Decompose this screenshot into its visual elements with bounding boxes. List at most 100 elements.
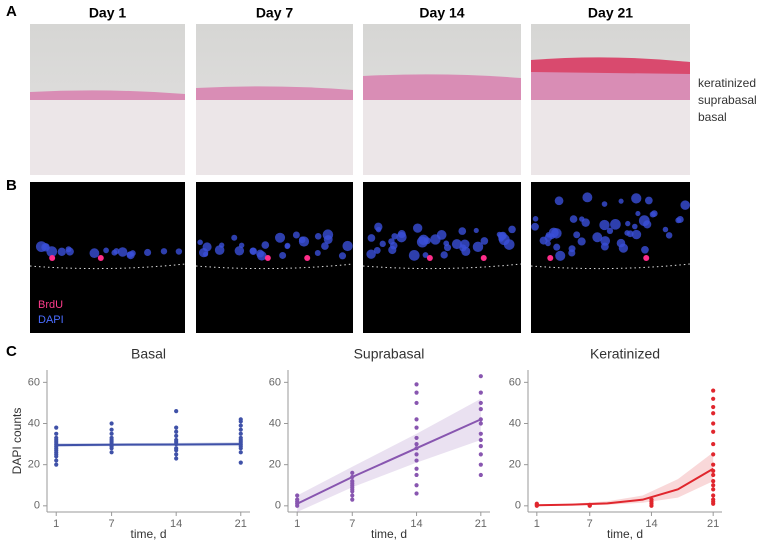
- nucleus: [314, 232, 322, 240]
- x-tick-label: 14: [410, 518, 422, 530]
- nucleus: [579, 216, 585, 222]
- nucleus: [292, 231, 300, 239]
- nucleus: [600, 236, 611, 246]
- nucleus: [496, 231, 503, 237]
- nucleus: [342, 240, 353, 252]
- data-point: [711, 411, 716, 416]
- data-point: [350, 497, 355, 502]
- data-point: [109, 421, 114, 426]
- nucleus: [284, 242, 291, 249]
- data-point: [414, 400, 419, 406]
- y-tick-label: 60: [28, 376, 40, 388]
- data-point: [174, 409, 179, 414]
- data-point: [238, 450, 243, 455]
- nucleus: [625, 220, 631, 227]
- data-point: [414, 390, 419, 395]
- basement-line: [530, 263, 691, 270]
- data-point: [295, 497, 300, 502]
- nucleus: [391, 233, 398, 240]
- nucleus: [203, 251, 209, 257]
- x-tick-label: 1: [53, 518, 59, 530]
- nucleus: [539, 236, 548, 245]
- nucleus: [532, 216, 539, 222]
- data-point: [711, 479, 716, 484]
- data-point: [649, 497, 654, 502]
- data-point: [350, 493, 355, 498]
- nucleus: [675, 217, 682, 224]
- day-title: Day 14: [419, 5, 464, 21]
- nucleus: [553, 243, 561, 251]
- nucleus: [367, 234, 376, 242]
- y-tick-label: 40: [28, 417, 40, 429]
- x-tick-label: 21: [707, 518, 719, 530]
- data-point: [478, 452, 483, 457]
- y-tick-label: 0: [275, 500, 281, 512]
- nucleus: [257, 251, 267, 261]
- nucleus: [616, 238, 626, 248]
- nucleus: [508, 225, 516, 234]
- data-point: [54, 435, 59, 441]
- y-tick-label: 0: [515, 500, 521, 512]
- x-tick-label: 14: [645, 518, 657, 530]
- nucleus: [298, 236, 310, 247]
- images: [29, 24, 691, 333]
- y-tick-label: 20: [509, 459, 521, 471]
- data-point: [350, 479, 355, 484]
- x-tick-label: 7: [109, 518, 115, 530]
- nucleus: [577, 237, 586, 246]
- nucleus: [631, 193, 642, 204]
- nucleus: [610, 218, 621, 230]
- brdu-cell: [547, 255, 554, 261]
- nucleus: [338, 252, 347, 260]
- data-point: [414, 441, 419, 447]
- he-lower: [30, 100, 185, 175]
- basement-line: [195, 263, 354, 270]
- data-point: [478, 462, 483, 467]
- data-point: [711, 493, 716, 498]
- nucleus: [531, 222, 539, 231]
- fluor-image: [196, 182, 353, 333]
- x-axis-label: time, d: [607, 527, 643, 541]
- nucleus: [396, 232, 407, 243]
- nucleus: [644, 196, 653, 205]
- keratin: [531, 57, 690, 74]
- nucleus: [46, 246, 58, 257]
- data-point: [109, 450, 114, 455]
- data-point: [238, 417, 243, 422]
- data-point: [414, 425, 419, 430]
- nucleus: [592, 232, 603, 243]
- nucleus: [632, 223, 638, 230]
- panel-label: C: [6, 343, 17, 360]
- nucleus: [599, 219, 610, 231]
- nucleus: [472, 241, 484, 253]
- fit-line: [56, 443, 241, 447]
- nucleus: [460, 239, 470, 250]
- nucleus: [643, 220, 652, 229]
- data-point: [174, 452, 179, 457]
- nucleus: [573, 231, 581, 239]
- nucleus: [219, 242, 225, 248]
- nucleus: [554, 196, 564, 206]
- nucleus: [649, 211, 656, 218]
- confidence-band: [297, 398, 481, 512]
- nucleus: [234, 246, 245, 256]
- nucleus: [461, 246, 471, 256]
- data-point: [478, 400, 483, 406]
- nucleus: [503, 239, 515, 250]
- chart-title: Suprabasal: [354, 346, 425, 362]
- data-point: [478, 407, 483, 412]
- data-point: [350, 470, 355, 475]
- nucleus: [569, 215, 578, 223]
- confidence-band: [536, 452, 714, 506]
- nucleus: [606, 227, 614, 235]
- data-point: [174, 456, 179, 461]
- nucleus: [57, 247, 66, 256]
- chart-title: Basal: [131, 346, 166, 362]
- brdu-cell: [264, 255, 271, 261]
- data-point: [711, 487, 716, 492]
- brdu-cell: [49, 255, 56, 261]
- data-point: [711, 483, 716, 488]
- nucleus: [680, 200, 690, 210]
- nucleus: [631, 229, 642, 240]
